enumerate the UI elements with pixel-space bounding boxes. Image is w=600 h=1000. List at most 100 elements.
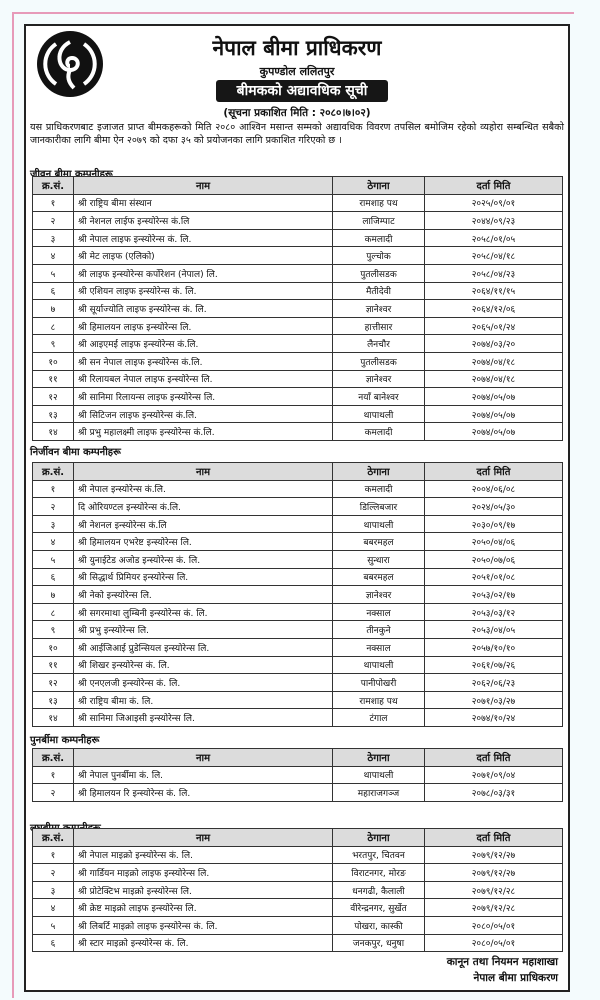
table-row: ८ श्री हिमालयन लाइफ इन्स्योरेन्स लि. हात्त… <box>32 316 563 336</box>
serial-cell: ८ <box>32 316 74 336</box>
registration-date-cell: २०२४/०५/३० <box>424 497 563 516</box>
address-cell: टंगाल <box>332 708 425 727</box>
table-header-row: क्र.सं. नाम ठेगाना दर्ता मिति <box>32 828 563 847</box>
non-life-insurance-heading: निर्जीवन बीमा कम्पनीहरू <box>30 447 121 458</box>
signature-authority: नेपाल बीमा प्राधिकरण <box>473 972 558 984</box>
address-cell: थापाथली <box>332 765 425 785</box>
table-row: ४ श्री हिमालयन एभरेष्ट इन्स्योरेन्स लि. बब… <box>32 532 563 551</box>
authority-title: नेपाल बीमा प्राधिकरण <box>212 36 382 60</box>
address-cell: लाजिम्पाट <box>332 211 425 230</box>
serial-cell: १० <box>32 351 74 371</box>
table-header-row: क्र.सं. नाम ठेगाना दर्ता मिति <box>32 462 563 481</box>
name-cell: दि ओरियण्टल इन्स्योरेन्स कं.लि. <box>73 497 333 516</box>
registration-date-cell: २०७४/०५/०७ <box>424 404 563 424</box>
name-cell: श्री हिमालयन एभरेष्ट इन्स्योरेन्स लि. <box>73 532 333 551</box>
serial-cell: ८ <box>32 602 74 622</box>
serial-cell: ३ <box>32 228 74 248</box>
name-cell: श्री प्रभु महालक्ष्मी लाइफ इन्स्योरेन्स … <box>73 422 333 441</box>
name-cell: श्री मेट लाइफ (एलिको) <box>73 246 333 265</box>
registration-date-cell: २०६४/११/१५ <box>424 281 563 301</box>
registration-date-cell: २०५८/०४/१८ <box>424 246 563 265</box>
name-cell: श्री सूर्याज्योति लाइफ इन्स्योरेन्स कं. … <box>73 299 333 318</box>
serial-cell: २ <box>32 783 74 802</box>
serial-cell: २ <box>32 863 74 882</box>
address-cell: पुल्चोक <box>332 246 425 265</box>
name-cell: श्री क्रेष्ट माइक्रो लाइफ इन्स्योरेन्स ल… <box>73 898 333 917</box>
name-cell: श्री नेपाल माइक्रो इन्स्योरेन्स कं. लि. <box>73 845 333 865</box>
column-header: क्र.सं. <box>32 828 74 847</box>
signature-block: कानून तथा नियमन महाशाखा नेपाल बीमा प्राध… <box>447 954 558 986</box>
life-insurance-heading: जीवन बीमा कम्पनीहरू <box>30 169 113 180</box>
address-cell: ज्ञानेश्वर <box>332 585 425 604</box>
serial-cell: ९ <box>32 334 74 353</box>
address-cell: पुतलीसडक <box>332 263 425 283</box>
address-cell: हात्तीसार <box>332 316 425 336</box>
name-cell: श्री लाइफ इन्स्योरेन्स कर्पोरेशन (नेपाल)… <box>73 263 333 283</box>
name-cell: श्री नेपाल इन्स्योरेन्स कं.लि. <box>73 479 333 499</box>
registration-date-cell: २०२५/०९/०१ <box>424 193 563 213</box>
address-cell: ज्ञानेश्वर <box>332 299 425 318</box>
serial-cell: ४ <box>32 246 74 265</box>
registration-date-cell: २०५८/०१/०५ <box>424 228 563 248</box>
serial-cell: ७ <box>32 585 74 604</box>
address-cell: धनगढी, कैलाली <box>332 880 425 900</box>
table-header-row: क्र.सं. नाम ठेगाना दर्ता मिति <box>32 176 563 195</box>
table-row: ४ श्री क्रेष्ट माइक्रो लाइफ इन्स्योरेन्स … <box>32 898 563 917</box>
registration-date-cell: २०५८/०४/२३ <box>424 263 563 283</box>
registration-date-cell: २०७९/१२/२७ <box>424 863 563 882</box>
name-cell: श्री सन नेपाल लाइफ इन्स्योरेन्स कं.लि. <box>73 351 333 371</box>
registration-date-cell: २०८०/०५/०१ <box>424 933 563 953</box>
name-cell: श्री एशियन लाइफ इन्स्योरेन्स कं. लि. <box>73 281 333 301</box>
name-cell: श्री प्रभु इन्स्योरेन्स लि. <box>73 620 333 639</box>
life-insurance-table: क्र.सं. नाम ठेगाना दर्ता मिति १ श्री राष्ट्रि… <box>32 176 563 441</box>
authority-address: कुपण्डोल ललितपुर <box>259 65 335 78</box>
table-header-row: क्र.सं. नाम ठेगाना दर्ता मिति <box>32 748 563 767</box>
column-header: नाम <box>73 748 333 767</box>
registration-date-cell: २०७१/०९/०४ <box>424 765 563 785</box>
address-cell: ज्ञानेश्वर <box>332 369 425 389</box>
registration-date-cell: २०६५/०१/२४ <box>424 316 563 336</box>
column-header: ठेगाना <box>332 176 425 195</box>
serial-cell: ५ <box>32 549 74 569</box>
name-cell: श्री प्रोटेक्टिभ माइक्रो इन्स्योरेन्स लि… <box>73 880 333 900</box>
reinsurance-table: क्र.सं. नाम ठेगाना दर्ता मिति १ श्री नेपाल पु… <box>32 748 563 802</box>
registration-date-cell: २०६२/०६/२३ <box>424 673 563 692</box>
name-cell: श्री राष्ट्रिय बीमा संस्थान <box>73 193 333 213</box>
serial-cell: १२ <box>32 673 74 692</box>
name-cell: श्री स्टार माइक्रो इन्स्योरेन्स कं. लि. <box>73 933 333 953</box>
serial-cell: ११ <box>32 369 74 389</box>
column-header: दर्ता मिति <box>424 748 563 767</box>
reinsurance-heading: पुनर्बीमा कम्पनीहरू <box>30 735 100 746</box>
registration-date-cell: २०४४/०९/२३ <box>424 211 563 230</box>
name-cell: श्री युनाईटेड अजोड इन्स्योरेन्स कं. लि. <box>73 549 333 569</box>
table-row: १ श्री नेपाल पुनर्बीमा कं. लि. थापाथली २०७१… <box>32 765 563 785</box>
name-cell: श्री आईजिआई प्रुडेन्सियल इन्स्योरेन्स लि… <box>73 637 333 657</box>
table-row: २ श्री नेशनल लाईफ इन्स्योरेन्स कं.लि लाजिम… <box>32 211 563 230</box>
table-row: २ श्री हिमालयन रि इन्स्योरेन्स कं. लि. महा… <box>32 783 563 802</box>
name-cell: श्री सानिमा जिआइसी इन्स्योरेन्स लि. <box>73 708 333 727</box>
column-header: क्र.सं. <box>32 462 74 481</box>
registration-date-cell: २०५३/०४/०५ <box>424 620 563 639</box>
address-cell: नक्साल <box>332 602 425 622</box>
name-cell: श्री सिटिजन लाइफ इन्स्योरेन्स कं.लि. <box>73 404 333 424</box>
column-header: नाम <box>73 462 333 481</box>
table-row: ३ श्री नेपाल लाइफ इन्स्योरेन्स कं. लि. कमल… <box>32 228 563 248</box>
table-row: ३ श्री प्रोटेक्टिभ माइक्रो इन्स्योरेन्स ल… <box>32 880 563 900</box>
name-cell: श्री राष्ट्रिय बीमा कं. लि. <box>73 690 333 710</box>
name-cell: श्री शिखर इन्स्योरेन्स कं. लि. <box>73 655 333 675</box>
registration-date-cell: २०३०/०९/१७ <box>424 514 563 534</box>
registration-date-cell: २०७९/१२/२८ <box>424 880 563 900</box>
notice-date: (सूचना प्रकाशित मिति : २०८०।७।०२) <box>223 107 371 119</box>
authority-logo-icon <box>37 31 103 97</box>
address-cell: नयाँ बानेश्वर <box>332 387 425 406</box>
serial-cell: ६ <box>32 933 74 953</box>
serial-cell: ४ <box>32 532 74 551</box>
address-cell: पुतलीसडक <box>332 351 425 371</box>
address-cell: कमलादी <box>332 228 425 248</box>
serial-cell: १ <box>32 479 74 499</box>
microinsurance-table: क्र.सं. नाम ठेगाना दर्ता मिति १ श्री नेपाल मा… <box>32 828 563 953</box>
name-cell: श्री लिबर्टि माइक्रो लाइफ इन्स्योरेन्स क… <box>73 915 333 935</box>
name-cell: श्री सानिमा रिलायन्स लाइफ इन्स्योरेन्स ल… <box>73 387 333 406</box>
name-cell: श्री नेशनल इन्स्योरेन्स कं.लि <box>73 514 333 534</box>
address-cell: कमलादी <box>332 479 425 499</box>
